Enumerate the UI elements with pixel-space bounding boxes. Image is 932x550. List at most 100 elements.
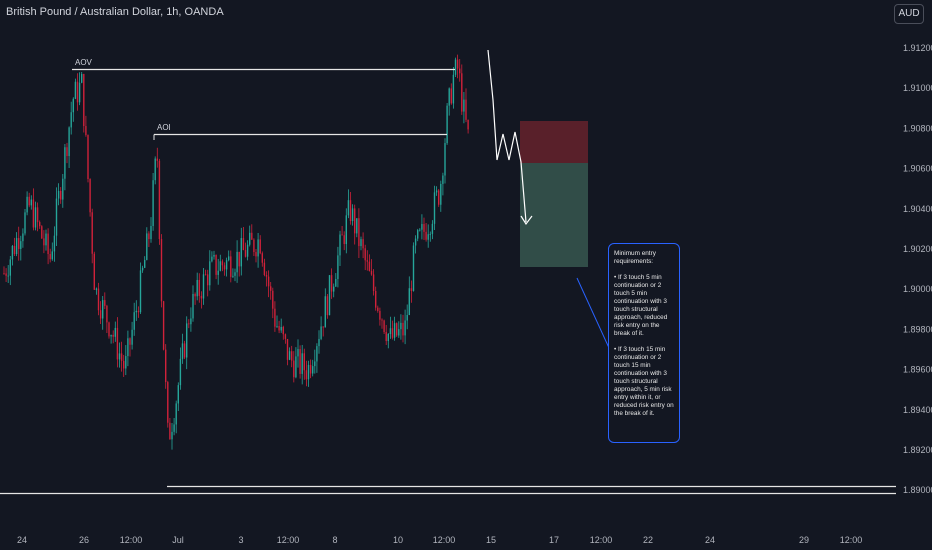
candle-body (391, 328, 394, 338)
stop-loss-zone[interactable] (520, 121, 588, 163)
candle-body (55, 198, 58, 236)
candle-body (64, 147, 66, 179)
candle-body (280, 326, 282, 331)
entry-requirements-note[interactable]: Minimum entry requirements: • If 3 touch… (608, 243, 680, 443)
candle-body (345, 215, 347, 245)
candle-body (316, 346, 318, 362)
candle-body (465, 99, 467, 120)
candle-body (57, 190, 60, 199)
candle-body (381, 319, 383, 321)
candle-body (358, 218, 360, 247)
candle-body (347, 200, 350, 216)
candle-body (137, 310, 140, 313)
candle-body (83, 74, 85, 127)
y-tick-label: 1.90200 (903, 244, 932, 254)
candle-body (423, 224, 425, 232)
candle-body (26, 196, 28, 213)
candle-body (249, 232, 251, 245)
candle-body (93, 253, 95, 290)
candle-body (307, 364, 310, 380)
candle-body (446, 105, 448, 144)
candle-body (431, 223, 434, 234)
candle-body (232, 275, 234, 277)
candle-body (404, 320, 406, 336)
candle-body (282, 326, 284, 335)
candle-body (438, 190, 440, 205)
candle-body (393, 323, 396, 338)
candle-body (49, 254, 51, 260)
candle-body (341, 234, 343, 236)
candle-body (186, 323, 188, 358)
candle-body (158, 160, 161, 240)
candle-body (330, 275, 333, 292)
candle-body (322, 326, 324, 328)
candle-body (112, 334, 114, 337)
candle-body (368, 261, 371, 272)
candle-body (51, 251, 53, 260)
candle-body (215, 255, 217, 275)
candle-body (39, 222, 41, 227)
position-tool[interactable] (487, 49, 613, 350)
candle-body (234, 272, 236, 276)
candle-body (68, 127, 70, 157)
candle-body (387, 333, 389, 342)
candle-body (414, 238, 417, 246)
chart-title: British Pound / Australian Dollar, 1h, O… (6, 6, 224, 18)
time-axis[interactable]: 24 26 12:00 Jul 3 12:00 8 10 12:00 15 17 12:00 22 24 2… (17, 535, 862, 545)
currency-button[interactable]: AUD (894, 4, 924, 24)
candle-body (135, 310, 137, 313)
candle-body (43, 238, 45, 246)
candle-body (175, 403, 177, 425)
projection-path[interactable] (487, 49, 527, 223)
candle-body (217, 270, 219, 275)
candle-body (167, 382, 169, 423)
price-axis[interactable]: 1.91200 1.91000 1.90800 1.90600 1.90400 1.902… (903, 43, 932, 495)
candle-body (242, 238, 245, 251)
candle-body (120, 353, 123, 361)
candle-body (22, 233, 24, 242)
candle-body (133, 312, 135, 330)
candle-body (246, 244, 249, 257)
candle-body (400, 322, 402, 330)
candle-body (200, 295, 203, 299)
candle-body (410, 288, 413, 291)
candle-body (183, 343, 186, 358)
y-tick-label: 1.90600 (903, 164, 932, 174)
candle-body (15, 238, 18, 255)
x-tick-label: 22 (643, 535, 653, 545)
candle-body (162, 301, 165, 350)
y-tick-label: 1.90400 (903, 204, 932, 214)
candle-body (461, 73, 463, 112)
candle-body (173, 424, 175, 432)
candle-body (383, 320, 385, 333)
candle-body (78, 82, 81, 103)
candle-body (204, 274, 207, 276)
y-tick-label: 1.90800 (903, 123, 932, 133)
candle-body (89, 178, 91, 213)
candle-body (272, 290, 274, 309)
candle-body (417, 230, 419, 239)
candle-body (291, 351, 293, 361)
candle-body (160, 239, 163, 302)
candle-body (76, 81, 79, 103)
candle-body (295, 356, 297, 378)
candle-body (156, 158, 158, 161)
candle-body (99, 310, 102, 319)
candle-body (450, 88, 452, 104)
candle-body (110, 334, 112, 337)
take-profit-zone[interactable] (520, 163, 588, 267)
candle-body (467, 119, 469, 130)
candle-body (425, 231, 427, 240)
candle-body (221, 261, 224, 266)
candle-body (259, 239, 261, 254)
candle-body (265, 274, 268, 277)
candle-body (95, 288, 98, 290)
candle-body (30, 199, 32, 206)
candle-body (213, 255, 215, 257)
candle-body (396, 323, 398, 336)
candle-body (351, 208, 354, 221)
aov-label: AOV (75, 58, 93, 67)
candle-body (305, 370, 308, 380)
candle-body (318, 338, 320, 347)
